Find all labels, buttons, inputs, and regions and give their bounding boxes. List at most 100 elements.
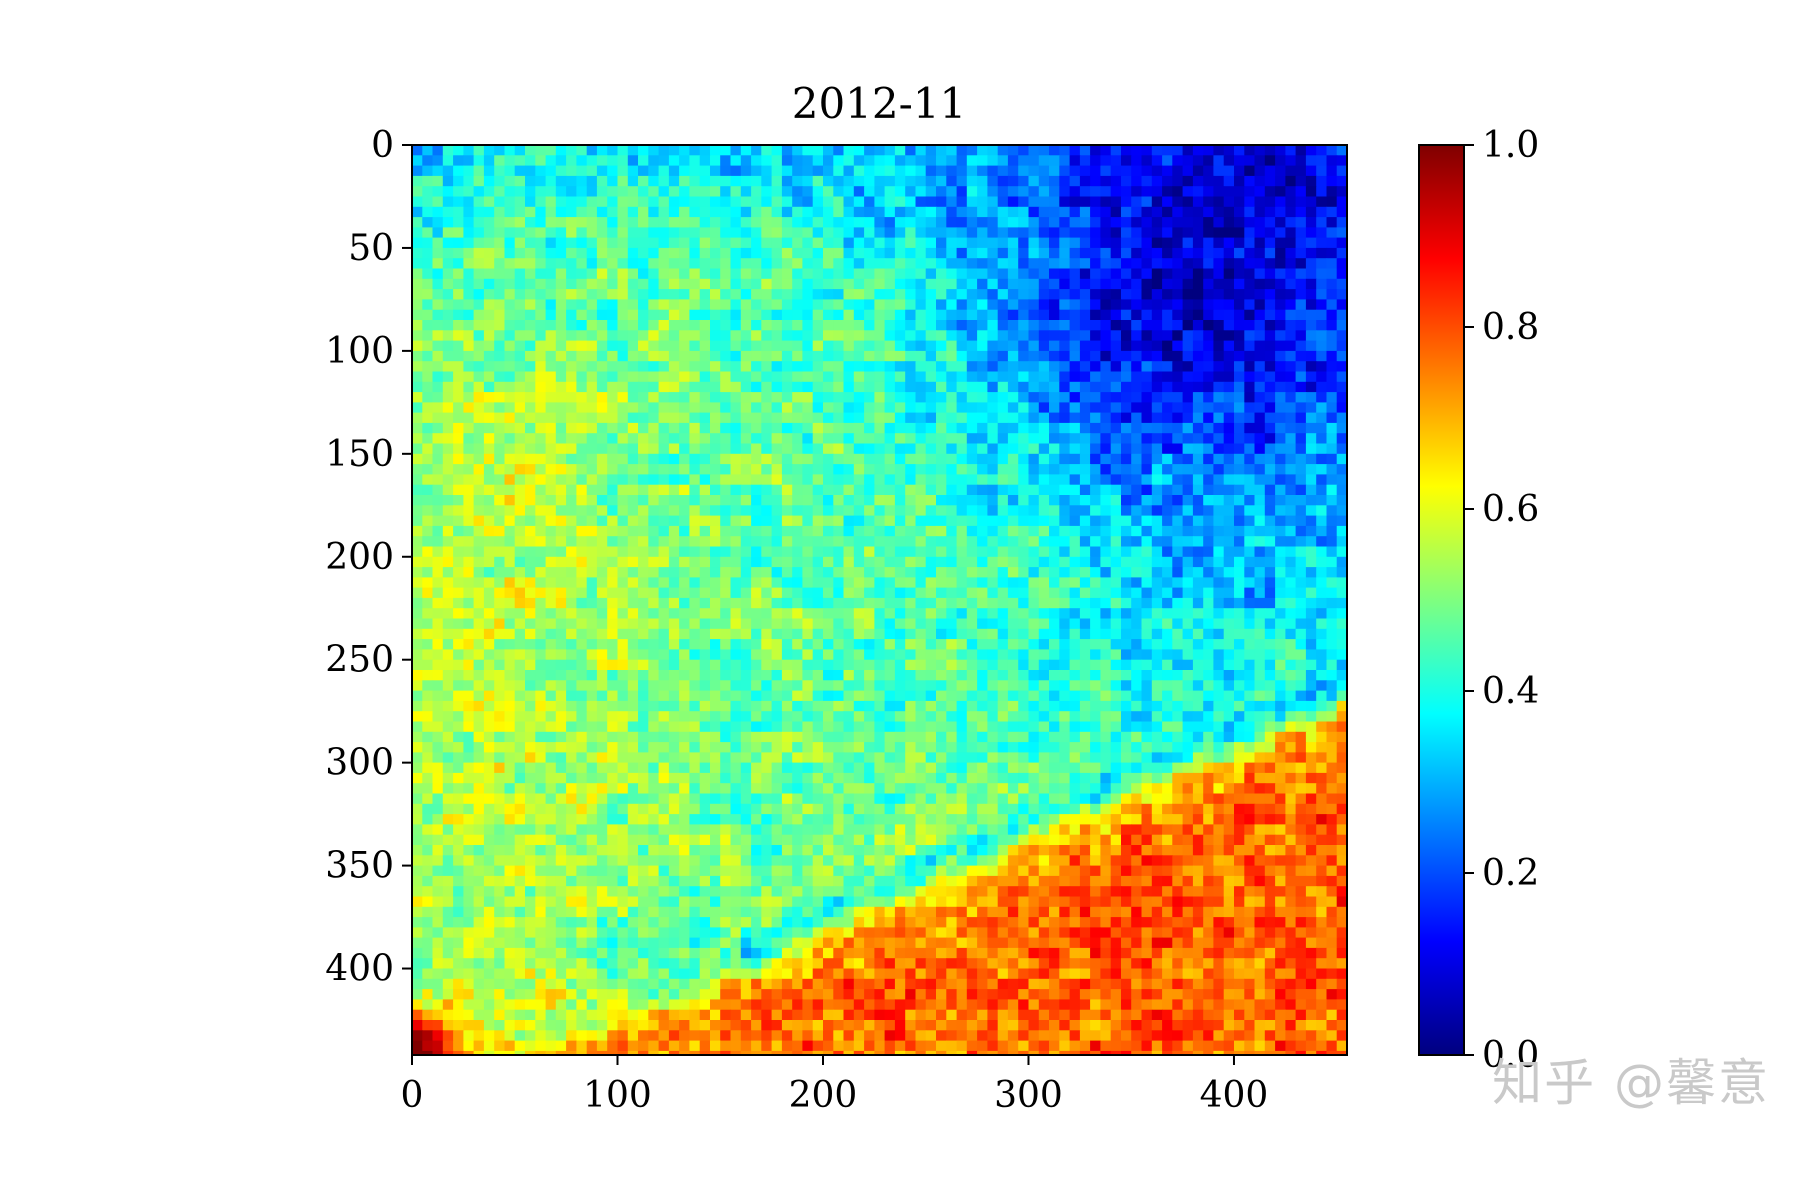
heatmap-cell	[432, 690, 444, 702]
heatmap-cell	[1275, 556, 1286, 568]
heatmap-cell	[1172, 659, 1184, 671]
heatmap-cell	[925, 289, 937, 300]
heatmap-cell	[1100, 381, 1112, 393]
heatmap-cell	[812, 649, 824, 661]
heatmap-cell	[720, 505, 732, 517]
heatmap-cell	[781, 484, 793, 496]
heatmap-cell	[1110, 639, 1122, 650]
heatmap-cell	[586, 381, 598, 393]
heatmap-cell	[1295, 320, 1307, 331]
heatmap-cell	[1121, 587, 1132, 599]
heatmap-cell	[781, 227, 793, 239]
heatmap-cell	[1121, 546, 1132, 558]
heatmap-cell	[1223, 278, 1235, 290]
heatmap-cell	[874, 361, 886, 373]
heatmap-cell	[771, 577, 783, 589]
heatmap-cell	[617, 268, 629, 280]
heatmap-cell	[1018, 278, 1030, 290]
heatmap-cell	[535, 299, 547, 311]
heatmap-cell	[802, 155, 814, 167]
heatmap-cell	[1223, 659, 1235, 671]
heatmap-cell	[771, 227, 783, 239]
heatmap-cell	[1192, 330, 1204, 342]
heatmap-cell	[1038, 525, 1050, 537]
heatmap-cell	[1141, 670, 1153, 681]
heatmap-cell	[1151, 546, 1163, 558]
heatmap-cell	[1213, 495, 1225, 506]
heatmap-cell	[956, 649, 968, 661]
heatmap-cell	[1192, 618, 1204, 630]
heatmap-cell	[802, 299, 814, 311]
heatmap-cell	[422, 464, 434, 475]
heatmap-cell	[566, 165, 577, 177]
heatmap-cell	[1100, 659, 1112, 671]
heatmap-cell	[1223, 433, 1235, 445]
heatmap-cell	[1223, 556, 1235, 568]
heatmap-cell	[1203, 505, 1215, 517]
heatmap-cell	[812, 320, 824, 331]
heatmap-cell	[463, 227, 475, 239]
heatmap-cell	[596, 155, 608, 167]
heatmap-cell	[1038, 392, 1050, 403]
heatmap-cell	[463, 628, 475, 640]
heatmap-cell	[833, 412, 845, 424]
heatmap-cell	[1234, 608, 1245, 620]
heatmap-cell	[1213, 227, 1225, 239]
heatmap-cell	[1100, 546, 1112, 558]
heatmap-cell	[1141, 412, 1153, 424]
heatmap-cell	[473, 309, 485, 321]
heatmap-cell	[925, 680, 937, 692]
heatmap-cell	[874, 145, 886, 156]
heatmap-cell	[658, 278, 670, 290]
heatmap-cell	[679, 495, 690, 506]
heatmap-cell	[1049, 217, 1060, 228]
heatmap-cell	[483, 350, 495, 362]
heatmap-cell	[1275, 299, 1286, 311]
heatmap-cell	[586, 546, 598, 558]
heatmap-cell	[936, 659, 947, 671]
heatmap-cell	[699, 227, 711, 239]
heatmap-cell	[689, 536, 701, 548]
heatmap-cell	[740, 278, 752, 290]
heatmap-cell	[514, 155, 526, 167]
heatmap-cell	[494, 330, 506, 342]
heatmap-cell	[1069, 628, 1081, 640]
heatmap-cell	[710, 700, 721, 712]
heatmap-cell	[1090, 206, 1101, 218]
heatmap-cell	[1038, 350, 1050, 362]
heatmap-cell	[740, 525, 752, 537]
heatmap-cell	[535, 145, 547, 156]
heatmap-cell	[802, 145, 814, 156]
heatmap-cell	[1018, 597, 1030, 609]
heatmap-cell	[894, 320, 906, 331]
heatmap-cell	[802, 474, 814, 486]
heatmap-cell	[823, 453, 834, 465]
heatmap-cell	[638, 567, 649, 578]
heatmap-cell	[1038, 227, 1050, 239]
heatmap-cell	[915, 464, 927, 475]
heatmap-cell	[1141, 659, 1153, 671]
heatmap-cell	[535, 402, 547, 414]
heatmap-cell	[987, 278, 999, 290]
heatmap-cell	[1151, 608, 1163, 620]
heatmap-cell	[1121, 556, 1132, 568]
heatmap-cell	[720, 536, 732, 548]
heatmap-cell	[956, 392, 968, 403]
heatmap-cell	[658, 186, 670, 198]
heatmap-cell	[720, 381, 732, 393]
heatmap-cell	[1131, 278, 1143, 290]
heatmap-cell	[1069, 145, 1081, 156]
heatmap-cell	[1028, 268, 1040, 280]
heatmap-cell	[946, 659, 958, 671]
heatmap-cell	[1007, 145, 1019, 156]
heatmap-cell	[1069, 175, 1081, 187]
heatmap-cell	[966, 556, 978, 568]
heatmap-cell	[864, 350, 875, 362]
heatmap-cell	[566, 422, 577, 434]
heatmap-cell	[894, 186, 906, 198]
heatmap-cell	[1069, 453, 1081, 465]
heatmap-cell	[1172, 453, 1184, 465]
heatmap-cell	[894, 680, 906, 692]
heatmap-cell	[1182, 577, 1194, 589]
heatmap-cell	[792, 556, 804, 568]
